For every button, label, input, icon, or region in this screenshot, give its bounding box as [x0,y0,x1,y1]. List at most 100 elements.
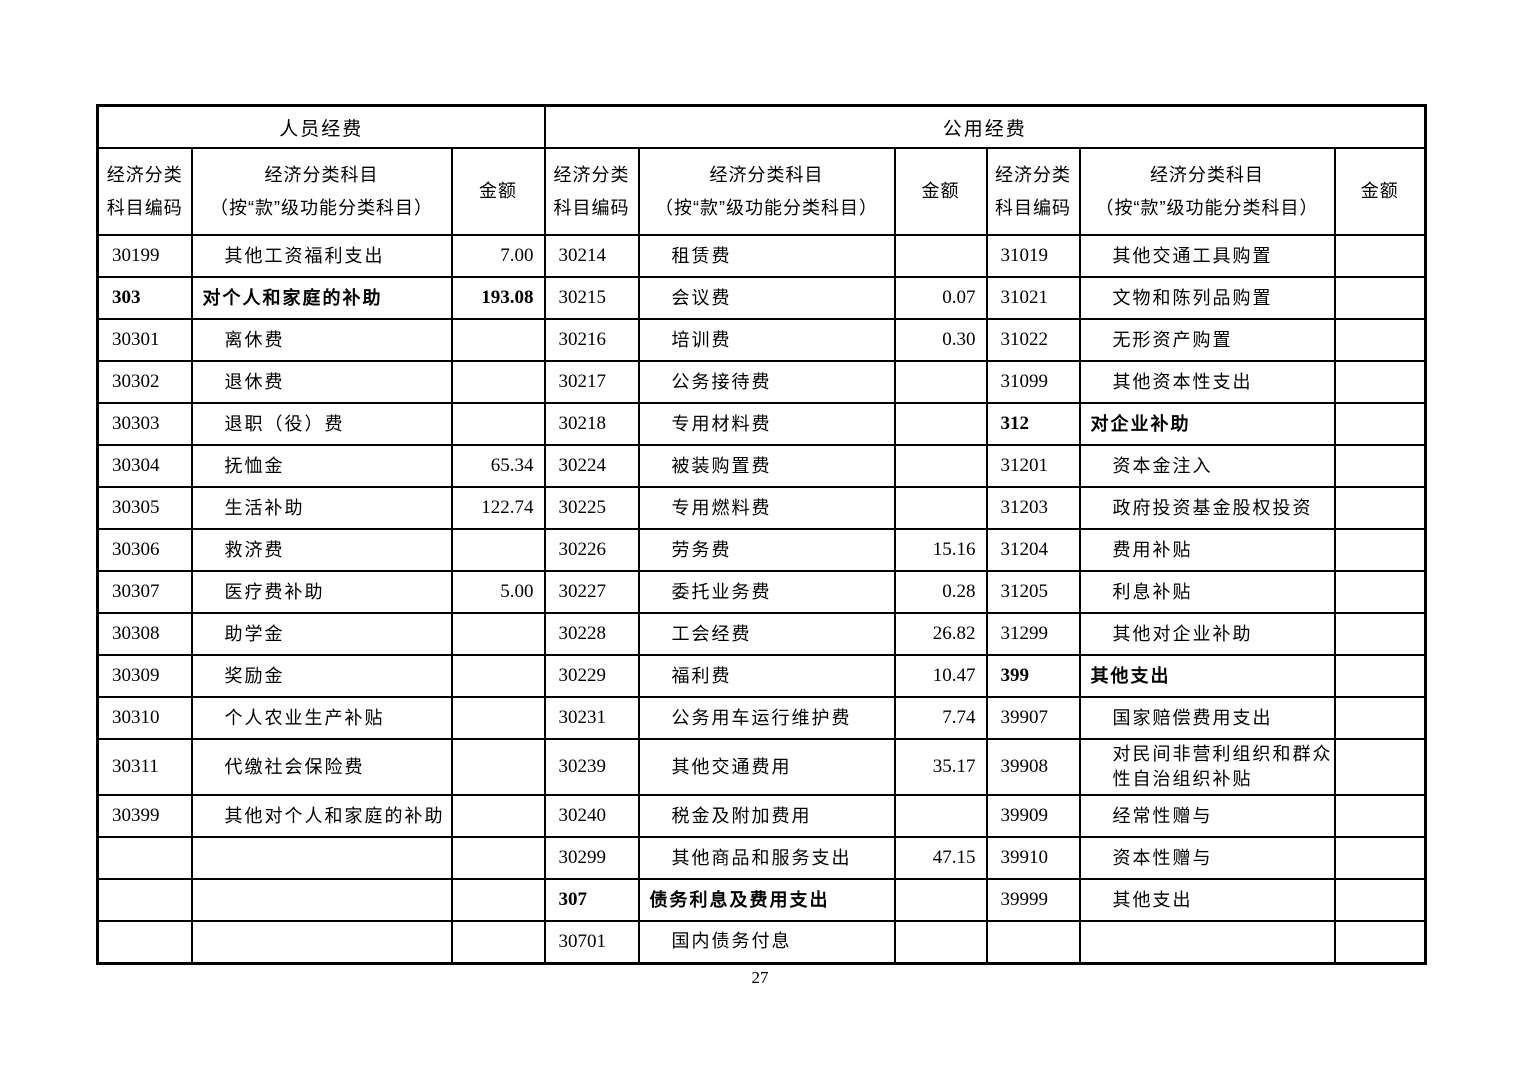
col-header-amount: 金额 [1333,147,1427,236]
amount-cell [1333,878,1427,922]
col-header-subject: 经济分类科目 （按“款”级功能分类科目） [190,147,453,236]
code-cell: 30231 [543,696,640,740]
code-cell: 30311 [96,738,193,796]
code-cell: 30310 [96,696,193,740]
code-cell: 307 [543,878,640,922]
table-row: 30308 助学金 30228 工会经费 26.82 31299 其他对企业补助 [96,612,1427,656]
subject-cell: 对个人和家庭的补助 [190,276,453,320]
code-cell: 30218 [543,402,640,446]
amount-cell [1333,794,1427,838]
subject-cell: 助学金 [190,612,453,656]
code-cell: 30301 [96,318,193,362]
amount-cell [450,612,546,656]
table-row: 30311 代缴社会保险费 30239 其他交通费用 35.17 39908 对民间非营… [96,738,1427,796]
amount-cell [1333,318,1427,362]
code-cell: 31203 [985,486,1081,530]
code-cell: 30226 [543,528,640,572]
subject-cell [190,878,453,922]
amount-cell [450,794,546,838]
table-row: 30306 救济费 30226 劳务费 15.16 31204 费用补贴 [96,528,1427,572]
code-cell: 31019 [985,234,1081,278]
code-cell: 30303 [96,402,193,446]
code-cell: 312 [985,402,1081,446]
subject-cell [1078,920,1336,964]
code-cell: 39908 [985,738,1081,796]
col-header-subject: 经济分类科目 （按“款”级功能分类科目） [1078,147,1336,236]
subject-cell: 劳务费 [637,528,896,572]
table-row: 30310 个人农业生产补贴 30231 公务用车运行维护费 7.74 39907 国家… [96,696,1427,740]
subject-cell: 抚恤金 [190,444,453,488]
amount-cell [1333,654,1427,698]
code-cell: 31201 [985,444,1081,488]
group-header-public: 公用经费 [543,104,1427,149]
code-cell: 31204 [985,528,1081,572]
amount-cell [1333,528,1427,572]
amount-cell [893,878,988,922]
code-cell: 30399 [96,794,193,838]
col-header-code-line1: 经济分类 [995,164,1071,185]
subject-cell: 其他工资福利支出 [190,234,453,278]
amount-cell [450,836,546,880]
code-cell: 31299 [985,612,1081,656]
amount-cell [450,738,546,796]
code-cell: 30240 [543,794,640,838]
col-header-subject-line2: （按“款”级功能分类科目） [1095,197,1319,218]
subject-cell: 国家赔偿费用支出 [1078,696,1336,740]
amount-cell: 65.34 [450,444,546,488]
code-cell: 30304 [96,444,193,488]
subject-cell: 费用补贴 [1078,528,1336,572]
code-cell [96,836,193,880]
amount-cell: 0.28 [893,570,988,614]
subject-cell: 政府投资基金股权投资 [1078,486,1336,530]
col-header-subject-line2: （按“款”级功能分类科目） [210,197,433,218]
amount-cell: 7.74 [893,696,988,740]
col-header-code-line2: 科目编码 [553,197,630,218]
subject-cell: 资本金注入 [1078,444,1336,488]
subject-cell: 债务利息及费用支出 [637,878,896,922]
table-row: 30304 抚恤金 65.34 30224 被装购置费 31201 资本金注入 [96,444,1427,488]
amount-cell [1333,920,1427,964]
amount-cell: 193.08 [450,276,546,320]
col-header-subject-line2: （按“款”级功能分类科目） [655,197,878,218]
page-number: 27 [751,968,769,987]
code-cell: 30305 [96,486,193,530]
code-cell: 39999 [985,878,1081,922]
amount-cell [893,360,988,404]
code-cell: 30307 [96,570,193,614]
code-cell: 31099 [985,360,1081,404]
subject-cell: 其他资本性支出 [1078,360,1336,404]
code-cell: 399 [985,654,1081,698]
amount-cell: 7.00 [450,234,546,278]
amount-cell: 0.30 [893,318,988,362]
amount-cell [893,234,988,278]
amount-cell [1333,486,1427,530]
amount-cell: 26.82 [893,612,988,656]
subject-cell: 个人农业生产补贴 [190,696,453,740]
table-row: 30307 医疗费补助 5.00 30227 委托业务费 0.28 31205 利息补贴 [96,570,1427,614]
code-cell: 30308 [96,612,193,656]
table-row: 30301 离休费 30216 培训费 0.30 31022 无形资产购置 [96,318,1427,362]
code-cell: 30228 [543,612,640,656]
subject-cell: 公务用车运行维护费 [637,696,896,740]
subject-cell: 其他交通工具购置 [1078,234,1336,278]
subject-cell: 其他支出 [1078,878,1336,922]
amount-cell [1333,402,1427,446]
subject-cell [190,920,453,964]
code-cell: 30217 [543,360,640,404]
amount-cell: 122.74 [450,486,546,530]
table-row: 30305 生活补助 122.74 30225 专用燃料费 31203 政府投资基金股权… [96,486,1427,530]
table-row: 303 对个人和家庭的补助 193.08 30215 会议费 0.07 31021 文物和… [96,276,1427,320]
code-cell: 303 [96,276,193,320]
col-header-subject-line1: 经济分类科目 [709,164,824,185]
amount-cell [893,486,988,530]
code-cell: 30215 [543,276,640,320]
subject-cell: 无形资产购置 [1078,318,1336,362]
column-header-row: 经济分类 科目编码 经济分类科目 （按“款”级功能分类科目） 金额 经济分类 科目编码… [96,147,1427,236]
code-cell: 30214 [543,234,640,278]
col-header-code-line2: 科目编码 [106,197,183,218]
table-row: 30302 退休费 30217 公务接待费 31099 其他资本性支出 [96,360,1427,404]
amount-cell [450,696,546,740]
code-cell: 39910 [985,836,1081,880]
amount-cell [450,318,546,362]
subject-cell: 公务接待费 [637,360,896,404]
